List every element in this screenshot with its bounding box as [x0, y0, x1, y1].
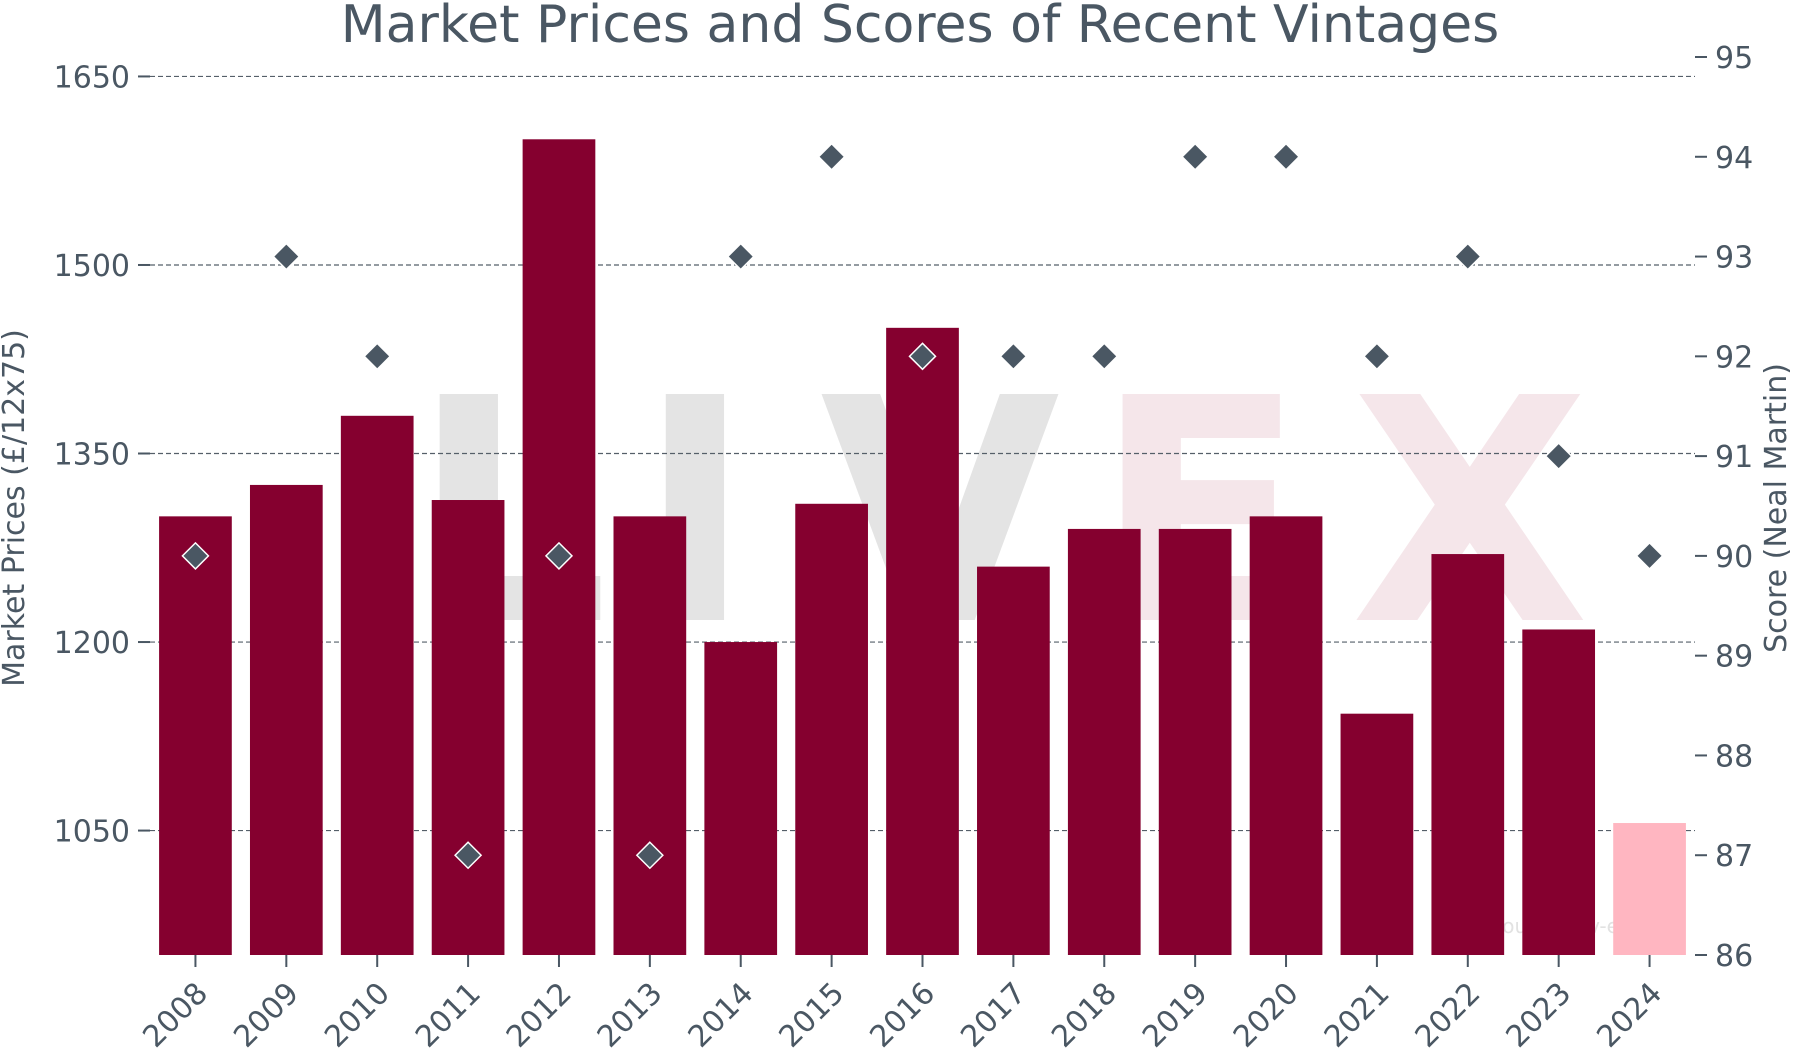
y-tick-label: 1500 — [54, 249, 130, 284]
bar-2011 — [431, 500, 505, 955]
x-tick-label: 2019 — [1136, 976, 1215, 1055]
score-marker-2021 — [1362, 342, 1391, 371]
bar-2019 — [1158, 528, 1232, 955]
y-tick-label: 1350 — [54, 438, 130, 473]
x-tick-label: 2021 — [1318, 976, 1397, 1055]
score-marker-2023 — [1544, 442, 1573, 471]
score-marker-2014 — [726, 242, 755, 271]
x-tick-label: 2009 — [227, 976, 306, 1055]
y-tick-label: 1200 — [54, 626, 130, 661]
bar-2014 — [704, 642, 778, 955]
score-marker-2018 — [1090, 342, 1119, 371]
bar-2013 — [613, 516, 687, 955]
y2-tick-label: 90 — [1715, 540, 1753, 575]
x-tick-label: 2016 — [863, 976, 942, 1055]
bar-2021 — [1340, 713, 1414, 955]
x-tick-label: 2013 — [591, 976, 670, 1055]
y2-tick-label: 91 — [1715, 440, 1753, 475]
bar-2020 — [1249, 516, 1323, 955]
score-marker-2016 — [908, 342, 937, 371]
score-marker-2013 — [635, 841, 664, 870]
x-tick-label: 2011 — [409, 976, 488, 1055]
bar-2015 — [795, 503, 868, 955]
x-tick-label: 2015 — [773, 976, 852, 1055]
bar-2017 — [977, 566, 1050, 955]
x-tick-label: 2020 — [1227, 976, 1306, 1055]
score-marker-2008 — [181, 541, 210, 570]
x-tick-label: 2018 — [1045, 976, 1124, 1055]
x-tick-label: 2024 — [1590, 976, 1669, 1055]
score-marker-2012 — [544, 541, 574, 570]
score-marker-2024 — [1635, 541, 1664, 570]
x-tick-label: 2010 — [318, 976, 397, 1055]
bar-2018 — [1067, 528, 1141, 955]
score-marker-2009 — [272, 242, 301, 271]
x-tick-label: 2014 — [682, 976, 761, 1055]
y2-axis-label: Score (Neal Martin) — [1759, 363, 1794, 653]
y2-tick-label: 89 — [1715, 640, 1753, 675]
x-tick-label: 2022 — [1409, 976, 1488, 1055]
y-tick-label: 1050 — [54, 815, 130, 850]
y2-tick-label: 86 — [1715, 939, 1753, 974]
x-tick-label: 2017 — [954, 976, 1033, 1055]
y2-tick-label: 92 — [1715, 340, 1753, 375]
y2-tick-label: 95 — [1715, 41, 1753, 76]
bar-2009 — [249, 484, 323, 955]
score-marker-2019 — [1181, 142, 1210, 171]
y-tick-label: 1650 — [54, 60, 130, 95]
y2-tick-label: 87 — [1715, 839, 1753, 874]
bar-2022 — [1431, 554, 1505, 955]
score-markers — [181, 142, 1664, 870]
score-marker-2011 — [454, 841, 483, 870]
x-tick-label: 2008 — [136, 976, 215, 1055]
score-marker-2022 — [1453, 242, 1482, 271]
y2-tick-label: 88 — [1715, 739, 1753, 774]
bar-2023 — [1522, 629, 1596, 955]
bar-2024 — [1613, 823, 1686, 955]
score-marker-2010 — [363, 342, 392, 371]
score-marker-2017 — [999, 342, 1028, 371]
bar-2010 — [340, 415, 414, 955]
bar-2008 — [159, 516, 232, 955]
chart-title: Market Prices and Scores of Recent Vinta… — [341, 0, 1499, 55]
y-axis-label: Market Prices (£/12x75) — [0, 329, 32, 687]
score-marker-2015 — [817, 142, 846, 171]
y2-tick-label: 94 — [1715, 141, 1753, 176]
bar-2016 — [886, 327, 959, 955]
x-tick-label: 2012 — [500, 976, 579, 1055]
y2-tick-label: 93 — [1715, 241, 1753, 276]
bars — [159, 139, 1686, 955]
x-tick-label: 2023 — [1500, 976, 1579, 1055]
score-marker-2020 — [1271, 142, 1301, 171]
